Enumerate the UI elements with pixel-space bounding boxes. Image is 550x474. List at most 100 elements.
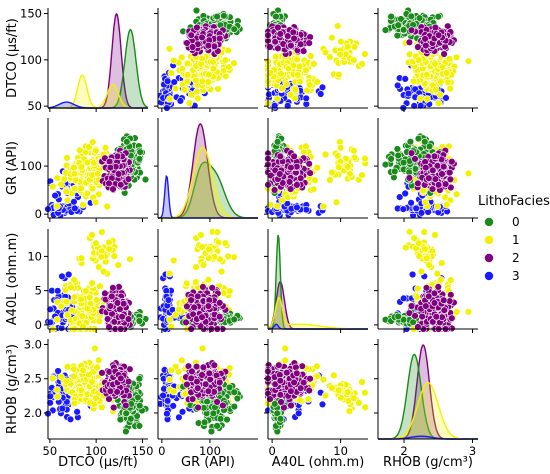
point-r0-c3-s1-72 xyxy=(423,95,431,103)
point-r1-c2-s3-57 xyxy=(293,203,301,212)
point-r2-c3-s1-56 xyxy=(446,276,455,284)
point-r0-c2-s2-136 xyxy=(299,47,308,55)
point-r0-c2-s1-148 xyxy=(328,34,336,42)
point-r2-c0-s1-86 xyxy=(95,317,104,325)
point-r0-c2-s1-145 xyxy=(321,48,330,57)
point-r2-c1-s1-144 xyxy=(205,245,213,253)
panel-r2-c2 xyxy=(264,229,368,333)
point-r1-c2-s1-148 xyxy=(328,168,336,177)
point-r0-c1-s1-99 xyxy=(192,76,200,85)
point-r2-c0-s1-146 xyxy=(97,253,106,261)
point-r1-c2-s1-24 xyxy=(309,185,318,194)
point-r0-c2-s1-106 xyxy=(295,62,304,70)
point-r2-c0-s1-107 xyxy=(83,304,92,313)
point-r1-c0-s1-111 xyxy=(91,198,100,207)
point-r0-c2-s0-144 xyxy=(272,12,280,21)
point-r2-c1-s1-129 xyxy=(192,263,200,271)
point-r1-c0-s1-70 xyxy=(88,184,97,193)
point-r1-c2-s0-148 xyxy=(273,138,282,146)
point-r0-c2-s1-144 xyxy=(344,43,352,51)
point-r0-c2-s1-103 xyxy=(291,85,300,94)
point-r0-c2-s2-177 xyxy=(290,34,298,43)
point-r0-c1-s0-130 xyxy=(220,12,228,20)
point-r2-c0-s1-135 xyxy=(88,231,96,239)
point-r2-c1-s2-174 xyxy=(183,302,191,311)
point-r1-c3-s1-111 xyxy=(421,198,430,207)
point-r2-c0-s3-30 xyxy=(65,270,73,279)
point-r1-c0-s1-139 xyxy=(93,170,102,178)
point-r1-c0-s0-98 xyxy=(141,175,150,184)
point-r0-c3-s1-101 xyxy=(446,84,455,93)
point-r2-c0-s1-108 xyxy=(77,295,85,304)
point-r1-c0-s1-94 xyxy=(57,180,65,189)
point-r1-c0-s1-101 xyxy=(63,196,72,205)
point-r1-c3-s2-178 xyxy=(434,181,443,189)
point-r0-c1-s1-103 xyxy=(180,85,188,94)
point-r1-c0-s1-109 xyxy=(79,201,87,209)
point-r0-c3-s1-109 xyxy=(442,69,451,77)
point-r1-c3-s0-149 xyxy=(394,151,402,160)
point-r2-c3-s1-104 xyxy=(437,276,445,284)
point-r0-c2-s1-76 xyxy=(305,81,314,89)
point-r0-c2-s2-176 xyxy=(276,30,284,38)
y-tick-label-dtco-0: 50 xyxy=(27,99,42,113)
point-r2-c0-s2-83 xyxy=(115,283,123,291)
point-r0-c1-s1-143 xyxy=(224,46,232,55)
point-r2-c1-s2-179 xyxy=(204,302,213,310)
point-r2-c3-s1-135 xyxy=(431,231,439,239)
point-r1-c2-s1-104 xyxy=(313,163,321,172)
point-r0-c3-s2-164 xyxy=(431,23,440,32)
point-r0-c2-s2-164 xyxy=(274,23,282,32)
point-r0-c1-s1-57 xyxy=(178,53,186,61)
point-r2-c0-s1-148 xyxy=(114,261,123,269)
point-r2-c0-s2-177 xyxy=(113,299,122,307)
panel-r2-c1 xyxy=(154,228,258,333)
point-r2-c1-s2-83 xyxy=(199,283,207,291)
point-r1-c3-s2-175 xyxy=(414,179,422,188)
y-tick-label-a40l-2: 10 xyxy=(27,249,42,263)
y-tick-label-gr-1: 100 xyxy=(20,159,42,173)
point-r0-c1-s1-104 xyxy=(204,78,213,86)
kde-fill-dtco-3 xyxy=(48,102,148,108)
point-r0-c2-s1-101 xyxy=(278,84,286,93)
point-r1-c3-s3-74 xyxy=(401,189,409,198)
point-r2-c0-s2-164 xyxy=(124,315,133,323)
point-r0-c2-s1-42 xyxy=(307,52,315,60)
point-r2-c3-s1-33 xyxy=(464,308,473,316)
point-r1-c3-s2-173 xyxy=(438,170,446,178)
y-tick-label-a40l-0: 0 xyxy=(35,318,42,332)
point-r2-c1-s1-139 xyxy=(198,243,206,251)
point-r2-c3-s1-39 xyxy=(414,284,422,293)
point-r1-c3-s0-144 xyxy=(387,155,395,163)
point-r2-c1-s1-111 xyxy=(169,256,178,265)
point-r2-c0-s1-101 xyxy=(63,311,72,319)
point-r0-c2-s1-104 xyxy=(313,78,321,86)
point-r0-c3-s0-142 xyxy=(381,26,390,34)
point-r1-c2-s1-68 xyxy=(302,142,310,150)
point-r0-c3-s3-50 xyxy=(442,94,450,102)
point-r1-c3-s2-161 xyxy=(407,149,416,157)
panel-r0-c2 xyxy=(264,6,369,112)
point-r0-c3-s0-138 xyxy=(399,26,408,34)
point-r0-c1-s1-147 xyxy=(221,56,230,64)
point-r0-c2-s3-30 xyxy=(318,83,327,92)
point-r2-c3-s1-130 xyxy=(402,243,410,252)
point-r0-c3-s1-98 xyxy=(409,77,418,86)
point-r1-c0-s1-59 xyxy=(49,182,57,191)
point-r0-c1-s1-70 xyxy=(183,59,192,68)
point-r2-c0-s1-94 xyxy=(57,302,65,311)
point-r0-c2-s1-50 xyxy=(282,80,291,88)
point-r2-c1-s1-68 xyxy=(225,287,234,295)
point-r1-c3-s0-142 xyxy=(381,160,390,169)
y-tick-label-a40l-1: 5 xyxy=(35,284,42,298)
point-r0-c2-s2-179 xyxy=(287,41,295,50)
panel-r2-c3 xyxy=(374,228,478,333)
point-r2-c0-s1-105 xyxy=(92,296,101,304)
point-r0-c3-s3-80 xyxy=(404,89,413,98)
point-r1-c2-s1-111 xyxy=(332,198,341,207)
point-r1-c0-s2-175 xyxy=(105,179,113,188)
point-r2-c0-s1-145 xyxy=(99,267,108,276)
point-r0-c2-s1-97 xyxy=(296,77,304,86)
point-r1-c3-s1-57 xyxy=(452,190,461,198)
point-r0-c2-s2-167 xyxy=(284,32,292,40)
